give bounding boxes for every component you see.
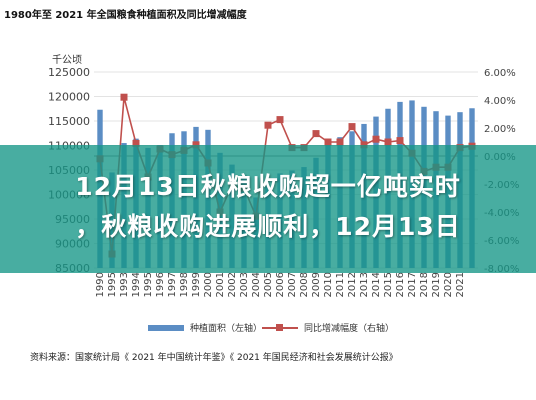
x-tick-label: 1990 — [95, 272, 106, 297]
left-axis-unit: 千公顷 — [52, 55, 82, 66]
chart-title: 1980年至 2021 年全国粮食种植面积及同比增减幅度 — [4, 10, 247, 21]
line-point — [324, 138, 332, 146]
line-point — [396, 137, 404, 145]
line-point — [360, 141, 368, 149]
line-point — [312, 130, 320, 138]
x-tick-label: 2003 — [239, 272, 250, 297]
x-tick-label: 2013 — [359, 272, 370, 297]
x-tick-label: 2002 — [227, 272, 238, 297]
x-tick-label: 1998 — [179, 272, 190, 297]
x-tick-label: 2018 — [419, 272, 430, 297]
left-tick-label: 125000 — [48, 66, 90, 79]
x-tick-label: 1995 — [107, 272, 118, 297]
x-tick-label: 1994 — [131, 272, 142, 297]
legend-line-label: 同比增减幅度（右轴） — [304, 324, 395, 334]
x-tick-label: 1996 — [155, 272, 166, 297]
x-tick-label: 2017 — [407, 272, 418, 297]
x-tick-label: 2006 — [275, 272, 286, 297]
x-tick-label: 2008 — [299, 272, 310, 297]
x-tick-label: 2019 — [431, 272, 442, 297]
x-tick-label: 2014 — [371, 272, 382, 297]
line-point — [120, 93, 128, 101]
legend-bar-label: 种植面积（左轴） — [190, 324, 263, 334]
line-point — [276, 116, 284, 124]
headline-line-1: 12月13日秋粮收购超一亿吨实时 — [75, 172, 461, 201]
right-tick-label: 6.00% — [484, 68, 516, 79]
x-tick-label: 2001 — [215, 272, 226, 297]
line-point — [264, 121, 272, 129]
left-tick-label: 115000 — [48, 115, 90, 128]
right-tick-label: 2.00% — [484, 124, 516, 135]
line-point — [132, 139, 140, 147]
x-tick-label: 1993 — [119, 272, 130, 297]
x-tick-label: 2020 — [443, 272, 454, 297]
legend-line-swatch — [262, 323, 298, 331]
legend-bar-swatch — [148, 324, 184, 331]
x-axis: 1990 1995 1993 1994 1995 1996 1997 1998 1999 2000… — [95, 272, 466, 297]
x-tick-label: 2021 — [455, 272, 466, 297]
right-tick-label: 4.00% — [484, 96, 516, 107]
left-tick-label: 120000 — [48, 91, 90, 104]
line-point — [336, 138, 344, 146]
headline-line-2: ，秋粮收购进展顺利，12月13日 — [75, 212, 461, 241]
legend-line: 同比增减幅度（右轴） — [262, 321, 394, 334]
x-tick-label: 2005 — [263, 272, 274, 297]
legend-bar: 种植面积（左轴） — [148, 321, 262, 334]
x-tick-label: 2000 — [203, 272, 214, 297]
headline-banner — [0, 145, 536, 273]
line-point — [384, 138, 392, 146]
x-tick-label: 2010 — [323, 272, 334, 297]
x-tick-label: 1999 — [191, 272, 202, 297]
x-tick-label: 1995 — [143, 272, 154, 297]
x-tick-label: 2007 — [287, 272, 298, 297]
x-tick-label: 2004 — [251, 272, 262, 297]
x-tick-label: 2012 — [347, 272, 358, 297]
x-tick-label: 2009 — [311, 272, 322, 297]
line-point — [372, 135, 380, 143]
line-point — [192, 141, 200, 149]
line-point — [348, 123, 356, 131]
x-tick-label: 2015 — [383, 272, 394, 297]
source-note: 资料来源：国家统计局《 2021 年中国统计年鉴》《 2021 年国民经济和社会… — [30, 353, 398, 363]
x-tick-label: 1997 — [167, 272, 178, 297]
x-tick-label: 2011 — [335, 272, 346, 297]
x-tick-label: 2016 — [395, 272, 406, 297]
